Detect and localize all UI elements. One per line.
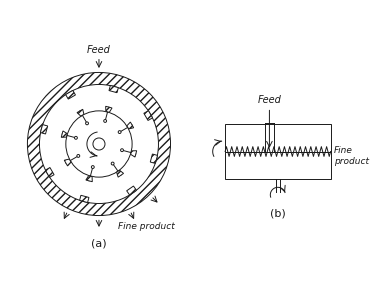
Wedge shape bbox=[27, 73, 170, 215]
Bar bbox=[225, 124, 331, 151]
Text: Feed: Feed bbox=[257, 95, 281, 105]
Polygon shape bbox=[45, 168, 54, 177]
Text: Fine
product: Fine product bbox=[333, 146, 369, 166]
Bar bbox=[225, 151, 331, 179]
Polygon shape bbox=[77, 109, 84, 116]
Circle shape bbox=[77, 154, 80, 157]
Circle shape bbox=[93, 138, 105, 150]
Polygon shape bbox=[127, 186, 136, 195]
Circle shape bbox=[74, 137, 77, 139]
Polygon shape bbox=[41, 125, 48, 134]
Polygon shape bbox=[86, 176, 92, 182]
Text: (b): (b) bbox=[270, 209, 286, 219]
Polygon shape bbox=[144, 111, 152, 120]
Polygon shape bbox=[127, 122, 134, 129]
Polygon shape bbox=[66, 90, 75, 99]
Circle shape bbox=[118, 131, 121, 134]
Text: Feed: Feed bbox=[87, 45, 111, 55]
Polygon shape bbox=[61, 131, 67, 137]
Circle shape bbox=[86, 122, 89, 125]
Circle shape bbox=[104, 120, 106, 122]
Text: Fine product: Fine product bbox=[118, 221, 175, 231]
Polygon shape bbox=[109, 86, 119, 93]
Polygon shape bbox=[106, 106, 112, 112]
Polygon shape bbox=[131, 151, 136, 157]
Text: (a): (a) bbox=[91, 239, 107, 249]
Polygon shape bbox=[80, 195, 89, 202]
Polygon shape bbox=[150, 154, 158, 163]
Circle shape bbox=[66, 111, 132, 177]
Polygon shape bbox=[64, 159, 71, 166]
Circle shape bbox=[111, 162, 114, 165]
Polygon shape bbox=[117, 170, 124, 177]
Circle shape bbox=[91, 166, 94, 168]
Circle shape bbox=[121, 149, 124, 151]
